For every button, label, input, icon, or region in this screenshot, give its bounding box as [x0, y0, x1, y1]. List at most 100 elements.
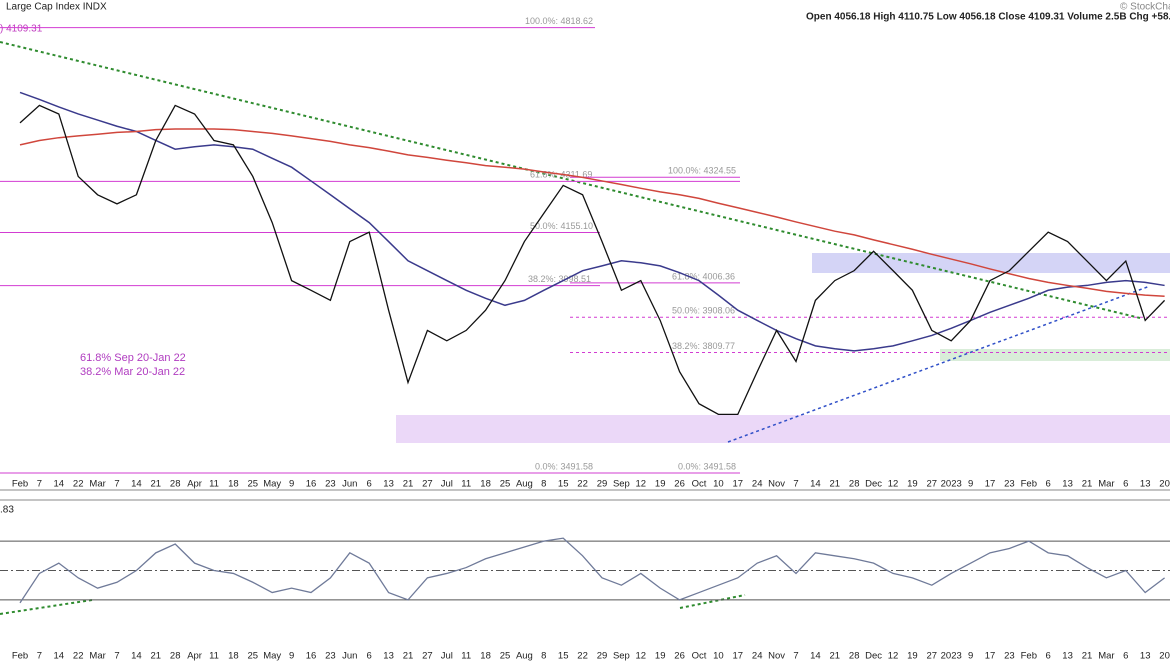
trendline: [727, 285, 1151, 443]
x-tick-label: Feb: [12, 479, 28, 490]
x-tick-label: 6: [1046, 479, 1051, 490]
x-tick-label: 29: [597, 479, 608, 490]
x-tick-label: 17: [733, 479, 744, 490]
x-tick-label: 9: [968, 479, 973, 490]
rsi-trendline: [679, 594, 746, 609]
x-tick-label: 14: [54, 651, 65, 662]
rsi-title: .83: [0, 505, 14, 516]
x-tick-label: 21: [151, 651, 162, 662]
fib-label: 100.0%: 4324.55: [668, 166, 736, 176]
x-tick-label: 19: [655, 479, 666, 490]
x-tick-label: 7: [114, 651, 119, 662]
x-tick-label: 13: [1140, 479, 1151, 490]
x-tick-label: 27: [422, 479, 433, 490]
x-tick-label: 18: [228, 479, 239, 490]
x-tick-label: Mar: [89, 479, 105, 490]
x-tick-label: 14: [54, 479, 65, 490]
x-tick-label: 14: [131, 651, 142, 662]
x-tick-label: 23: [1004, 651, 1015, 662]
brand: © StockCharts: [1120, 2, 1170, 13]
x-tick-label: May: [263, 479, 281, 490]
x-tick-label: 12: [888, 651, 899, 662]
x-tick-label: 14: [810, 479, 821, 490]
x-tick-label: 7: [793, 479, 798, 490]
x-tick-label: Nov: [768, 479, 785, 490]
x-tick-label: Feb: [12, 651, 28, 662]
x-tick-label: 6: [1123, 651, 1128, 662]
fib-label: 0.0%: 3491.58: [535, 461, 593, 471]
x-tick-label: 15: [558, 479, 569, 490]
chart-title: Large Cap Index INDX: [6, 2, 107, 13]
x-tick-label: 8: [541, 479, 546, 490]
x-tick-label: 11: [209, 651, 219, 662]
x-tick-label: 21: [403, 479, 414, 490]
x-tick-label: 13: [1140, 651, 1151, 662]
x-tick-label: 12: [888, 479, 899, 490]
x-tick-label: Aug: [516, 651, 533, 662]
series-line: [19, 537, 1165, 604]
x-tick-label: 27: [422, 651, 433, 662]
x-tick-label: 12: [636, 651, 647, 662]
x-tick-label: Feb: [1021, 651, 1037, 662]
x-tick-label: 22: [73, 479, 84, 490]
x-tick-label: Jul: [441, 479, 453, 490]
support-zone: [396, 415, 1170, 443]
x-tick-label: Dec: [865, 651, 882, 662]
x-tick-label: 21: [1082, 651, 1093, 662]
series-line: [19, 91, 1165, 352]
x-tick-label: 10: [713, 651, 724, 662]
series-line: [19, 104, 1166, 415]
fib-label: 0.0%: 3491.58: [678, 461, 736, 471]
x-tick-label: 21: [830, 479, 841, 490]
x-tick-label: 9: [289, 651, 294, 662]
x-tick-label: Mar: [89, 651, 105, 662]
x-tick-label: 12: [636, 479, 647, 490]
x-tick-label: 18: [228, 651, 239, 662]
x-tick-label: 13: [1062, 479, 1073, 490]
x-tick-label: 11: [209, 479, 219, 490]
x-tick-label: Mar: [1098, 479, 1114, 490]
fib-label: 100.0%: 4818.62: [525, 16, 593, 26]
x-tick-label: 14: [131, 479, 142, 490]
x-tick-label: 21: [830, 651, 841, 662]
x-tick-label: 20: [1159, 651, 1170, 662]
x-tick-label: 21: [151, 479, 162, 490]
x-tick-label: 16: [306, 479, 317, 490]
series-line: [19, 128, 1165, 297]
x-tick-label: 10: [713, 479, 724, 490]
x-tick-label: Feb: [1021, 479, 1037, 490]
x-tick-label: 13: [383, 651, 394, 662]
x-tick-label: 9: [289, 479, 294, 490]
x-tick-label: 27: [927, 651, 938, 662]
fib-label: 38.2%: 3809.77: [672, 341, 735, 351]
x-tick-label: 22: [577, 651, 588, 662]
x-tick-label: Apr: [187, 479, 202, 490]
x-tick-label: 23: [325, 651, 336, 662]
x-tick-label: Sep: [613, 651, 630, 662]
x-tick-label: 28: [170, 479, 181, 490]
fib-label: 38.2%: 3998.51: [528, 274, 591, 284]
x-tick-label: 7: [793, 651, 798, 662]
x-tick-label: 23: [1004, 479, 1015, 490]
x-tick-label: 7: [37, 651, 42, 662]
x-tick-label: 13: [383, 479, 394, 490]
x-tick-label: 19: [655, 651, 666, 662]
x-tick-label: 6: [1046, 651, 1051, 662]
x-tick-label: 22: [577, 479, 588, 490]
support-zone-green: [940, 349, 1170, 361]
x-tick-label: 15: [558, 651, 569, 662]
x-tick-label: 11: [461, 479, 471, 490]
x-tick-label: 21: [1082, 479, 1093, 490]
x-tick-label: 21: [403, 651, 414, 662]
x-tick-label: Jun: [342, 479, 357, 490]
x-tick-label: Nov: [768, 651, 785, 662]
x-tick-label: May: [263, 651, 281, 662]
x-tick-label: 24: [752, 651, 763, 662]
x-tick-label: 20: [1159, 479, 1170, 490]
x-tick-label: Mar: [1098, 651, 1114, 662]
x-tick-label: 6: [1123, 479, 1128, 490]
x-tick-label: Apr: [187, 651, 202, 662]
x-tick-label: 17: [985, 651, 996, 662]
